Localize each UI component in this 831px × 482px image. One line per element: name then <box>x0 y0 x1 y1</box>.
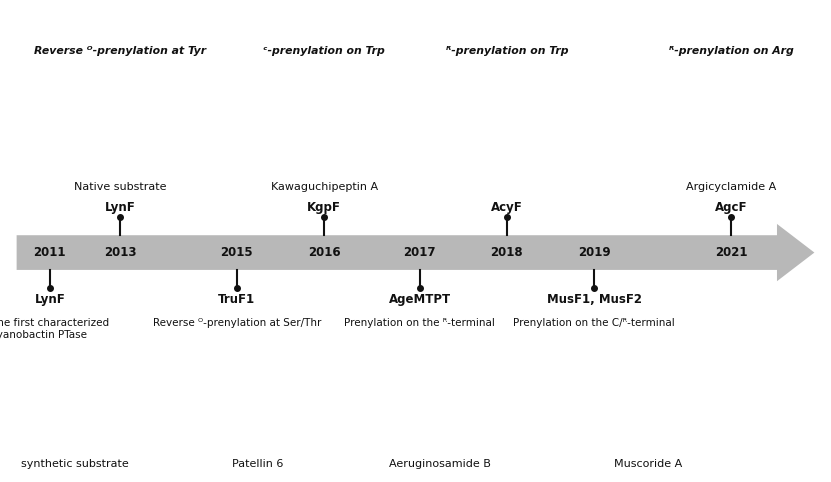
Text: 2016: 2016 <box>307 246 341 259</box>
Text: Prenylation on the ᴿ-terminal: Prenylation on the ᴿ-terminal <box>344 318 495 328</box>
Text: LynF: LynF <box>105 201 136 214</box>
Text: Aeruginosamide B: Aeruginosamide B <box>390 458 491 469</box>
Text: 2021: 2021 <box>715 246 748 259</box>
Text: TruF1: TruF1 <box>219 293 255 306</box>
Text: 2018: 2018 <box>490 246 524 259</box>
Text: 2013: 2013 <box>104 246 137 259</box>
Text: Argicyclamide A: Argicyclamide A <box>686 182 776 192</box>
Text: AgeMTPT: AgeMTPT <box>389 293 450 306</box>
Text: synthetic substrate: synthetic substrate <box>21 458 129 469</box>
Text: Prenylation on the C/ᴿ-terminal: Prenylation on the C/ᴿ-terminal <box>514 318 675 328</box>
Text: MusF1, MusF2: MusF1, MusF2 <box>547 293 642 306</box>
Text: Muscoride A: Muscoride A <box>614 458 682 469</box>
Text: LynF: LynF <box>34 293 66 306</box>
FancyArrow shape <box>17 224 814 281</box>
Text: Reverse ᴼ-prenylation at Tyr: Reverse ᴼ-prenylation at Tyr <box>34 46 207 55</box>
Text: Patellin 6: Patellin 6 <box>232 458 283 469</box>
Text: The first characterized
cyanobactin PTase: The first characterized cyanobactin PTas… <box>0 318 109 340</box>
Text: 2017: 2017 <box>403 246 436 259</box>
Text: 2015: 2015 <box>220 246 253 259</box>
Text: AgcF: AgcF <box>715 201 748 214</box>
Text: ᶜ-prenylation on Trp: ᶜ-prenylation on Trp <box>263 46 385 55</box>
Text: ᴿ-prenylation on Arg: ᴿ-prenylation on Arg <box>669 46 794 55</box>
Text: AcyF: AcyF <box>491 201 523 214</box>
Text: 2011: 2011 <box>33 246 66 259</box>
Text: ᴿ-prenylation on Trp: ᴿ-prenylation on Trp <box>445 46 568 55</box>
Text: Native substrate: Native substrate <box>74 182 167 192</box>
Text: 2019: 2019 <box>578 246 611 259</box>
Text: Kawaguchipeptin A: Kawaguchipeptin A <box>271 182 377 192</box>
Text: Reverse ᴼ-prenylation at Ser/Thr: Reverse ᴼ-prenylation at Ser/Thr <box>153 318 321 328</box>
Text: KgpF: KgpF <box>307 201 341 214</box>
